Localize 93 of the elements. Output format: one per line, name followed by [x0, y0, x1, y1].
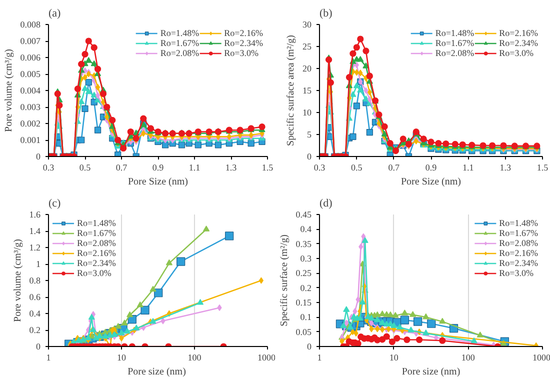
legend-label: Ro=2.08% [499, 238, 538, 248]
x-tick-label: 1.1 [462, 162, 474, 172]
y-tick-label: 30 [302, 20, 312, 30]
x-tick-label: 100 [188, 352, 202, 362]
chart-title: (b) [320, 8, 333, 20]
chart-title: (c) [48, 198, 62, 210]
y-axis-title: Pore volume (cm³/g) [12, 239, 24, 322]
x-axis-title: Pore Size (nm) [401, 176, 462, 188]
x-tick-label: 0.5 [79, 162, 92, 172]
x-tick-label: 1.5 [262, 162, 274, 172]
y-tick-label: 0.2 [29, 325, 40, 335]
x-tick-label: 1 [46, 352, 51, 362]
chart-title: (d) [320, 198, 333, 210]
y-tick-label: 20 [302, 64, 312, 74]
legend-label: Ro=1.67% [435, 38, 474, 48]
legend-label: Ro=2.16% [499, 28, 538, 38]
legend-label: Ro=3.0% [499, 48, 534, 58]
y-tick-label: 0.25 [296, 268, 312, 278]
y-tick-label: 0.005 [20, 69, 41, 79]
y-tick-label: 0.45 [296, 210, 312, 220]
y-tick-label: 15 [302, 86, 312, 96]
y-tick-label: 10 [302, 108, 312, 118]
legend-label: Ro=1.67% [499, 228, 538, 238]
y-tick-label: 0.002 [20, 118, 40, 128]
legend-label: Ro=1.67% [77, 228, 116, 238]
x-tick-label: 10 [389, 352, 399, 362]
legend-label: Ro=2.08% [435, 48, 474, 58]
x-tick-label: 1000 [258, 352, 276, 362]
legend-label: Ro=3.0% [224, 48, 258, 58]
x-tick-label: 0.9 [425, 162, 438, 172]
y-tick-label: 25 [302, 42, 312, 52]
y-tick-label: 0 [307, 152, 312, 162]
legend-label: Ro=2.16% [499, 248, 538, 258]
y-tick-label: 5 [307, 130, 312, 140]
x-tick-label: 1000 [532, 352, 550, 362]
y-tick-label: 0.3 [300, 254, 312, 264]
y-tick-label: 0.004 [20, 86, 41, 96]
x-tick-label: 0.3 [314, 162, 326, 172]
y-tick-label: 1.4 [29, 226, 41, 236]
y-tick-label: 0.35 [296, 238, 312, 249]
x-tick-label: 0.9 [152, 162, 164, 172]
y-tick-label: 0.008 [20, 20, 41, 30]
y-tick-label: 0.15 [296, 298, 312, 308]
y-tick-label: 0 [36, 152, 41, 162]
x-tick-label: 1.5 [536, 162, 549, 172]
y-tick-label: 0.007 [20, 36, 41, 46]
legend-label: Ro=2.34% [499, 38, 538, 48]
x-tick-label: 10 [117, 352, 126, 362]
x-tick-label: 0.7 [116, 162, 128, 172]
legend-label: Ro=1.48% [435, 28, 474, 38]
x-axis-title: Pore Size (nm) [128, 176, 188, 188]
x-axis-title: Pore size (nm) [402, 366, 460, 378]
legend-label: Ro=2.34% [224, 38, 263, 48]
y-axis-title: Pore volume (cm³/g) [3, 49, 14, 132]
x-tick-label: 1.3 [500, 162, 512, 172]
y-tick-label: 0 [36, 342, 41, 352]
legend-label: Ro=2.16% [224, 28, 263, 38]
y-tick-label: 1.2 [29, 242, 40, 252]
y-tick-label: 0 [307, 342, 312, 352]
x-tick-label: 1.3 [225, 162, 238, 172]
x-tick-label: 100 [461, 352, 476, 362]
y-tick-label: 0.4 [29, 308, 41, 318]
x-tick-label: 0.3 [42, 162, 55, 172]
legend-label: Ro=2.08% [160, 48, 200, 58]
chart-title: (a) [48, 8, 62, 20]
legend-label: Ro=3.0% [77, 268, 112, 278]
y-tick-label: 0.4 [300, 224, 312, 234]
y-tick-label: 0.006 [20, 52, 41, 62]
y-tick-label: 0.6 [29, 292, 41, 302]
y-tick-label: 1 [36, 259, 40, 269]
legend-label: Ro=1.67% [160, 38, 200, 48]
y-axis-title: Specific surface (m²/g) [278, 234, 290, 326]
legend-label: Ro=1.48% [160, 28, 200, 38]
y-tick-label: 0.003 [20, 102, 41, 112]
x-tick-label: 0.5 [351, 162, 363, 172]
legend-label: Ro=1.48% [77, 218, 116, 228]
y-tick-label: 0.8 [29, 276, 41, 286]
legend-label: Ro=2.08% [77, 238, 116, 248]
y-tick-label: 0.05 [296, 326, 312, 337]
legend-label: Ro=2.34% [499, 258, 538, 268]
y-tick-label: 0.2 [300, 282, 312, 293]
y-tick-label: 0.1 [300, 312, 312, 322]
legend-label: Ro=1.48% [499, 218, 538, 228]
y-tick-label: 1.6 [29, 210, 41, 220]
legend-label: Ro=3.0% [499, 268, 534, 278]
y-tick-label: 0.001 [20, 135, 40, 145]
legend-label: Ro=2.16% [77, 248, 116, 258]
x-axis-title: Pore size (nm) [128, 366, 186, 378]
x-tick-label: 1.1 [188, 162, 200, 172]
x-tick-label: 1 [317, 352, 322, 362]
y-axis-title: Specific surface area (m²/g) [286, 34, 296, 146]
x-tick-label: 0.7 [388, 162, 400, 172]
legend-label: Ro=2.34% [77, 258, 116, 268]
